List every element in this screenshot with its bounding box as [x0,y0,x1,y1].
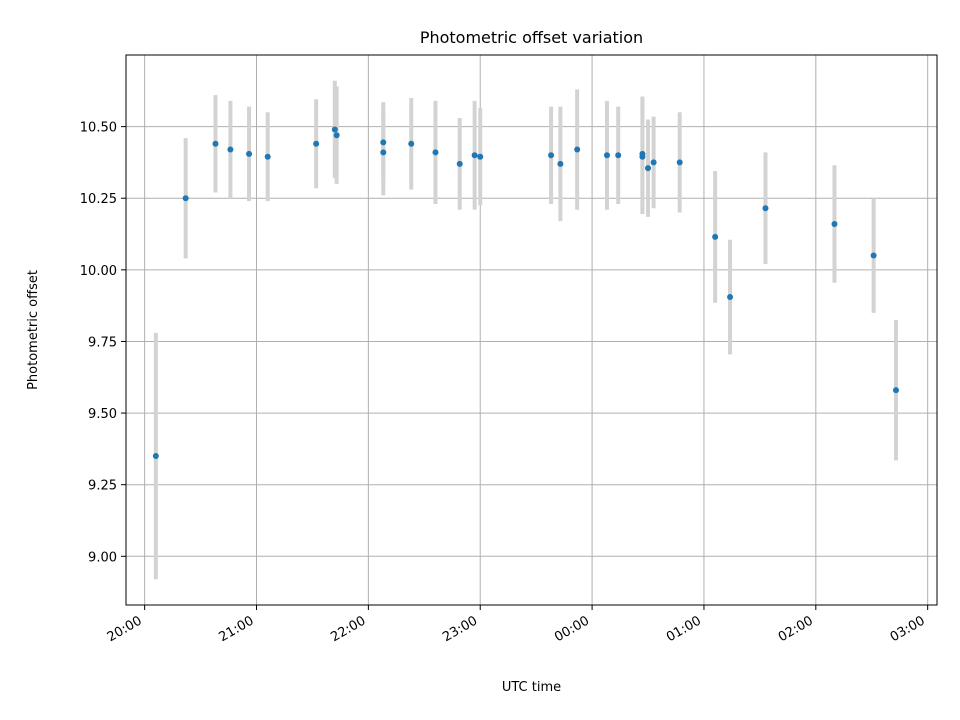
data-point [331,126,338,133]
x-tick-label: 02:00 [776,613,816,645]
data-point [645,165,652,172]
data-point [892,387,899,394]
data-point [313,140,320,147]
y-axis-label: Photometric offset [26,270,41,390]
data-point [333,132,340,139]
data-point [762,205,769,212]
data-point [650,159,657,166]
y-tick-label: 9.75 [88,335,117,350]
data-point [380,149,387,156]
data-point [456,160,463,167]
data-point [380,139,387,146]
x-tick-label: 01:00 [664,613,704,645]
y-tick-label: 10.25 [80,192,117,207]
y-tick-label: 9.50 [88,407,117,422]
data-point [432,149,439,156]
grid [126,55,937,605]
x-tick-label: 21:00 [217,613,257,645]
data-point [227,146,234,153]
x-axis-label: UTC time [502,680,561,695]
data-point [574,146,581,153]
plot-frame [125,54,938,606]
data-point [152,453,159,460]
x-tick-label: 20:00 [105,613,145,645]
data-point [676,159,683,166]
data-point [471,152,478,159]
x-tick-label: 00:00 [552,613,592,645]
data-point [548,152,555,159]
data-point [870,252,877,259]
data-point [615,152,622,159]
x-axis-ticks: 20:00 21:00 22:00 23:00 00:00 01:00 02:00 03:00 [105,605,929,645]
x-tick-label: 23:00 [440,613,480,645]
y-tick-label: 10.50 [80,121,117,136]
data-point [408,140,415,147]
data-point [604,152,611,159]
data-point [639,150,646,157]
data-point [477,153,484,160]
x-tick-label: 03:00 [888,613,928,645]
data-point [182,195,189,202]
y-tick-label: 9.25 [88,479,117,494]
chart-title: Photometric offset variation [420,28,643,47]
data-point [712,233,719,240]
data-point [557,160,564,167]
data-point [246,150,253,157]
x-tick-label: 22:00 [328,613,368,645]
data-point [727,294,734,301]
data-point [264,153,271,160]
data-point [831,221,838,228]
data-point [212,140,219,147]
y-tick-label: 9.00 [88,550,117,565]
y-tick-label: 10.00 [80,264,117,279]
data-points [152,126,899,460]
y-axis-ticks: 9.00 9.25 9.50 9.75 10.00 10.25 10.50 [80,121,126,565]
